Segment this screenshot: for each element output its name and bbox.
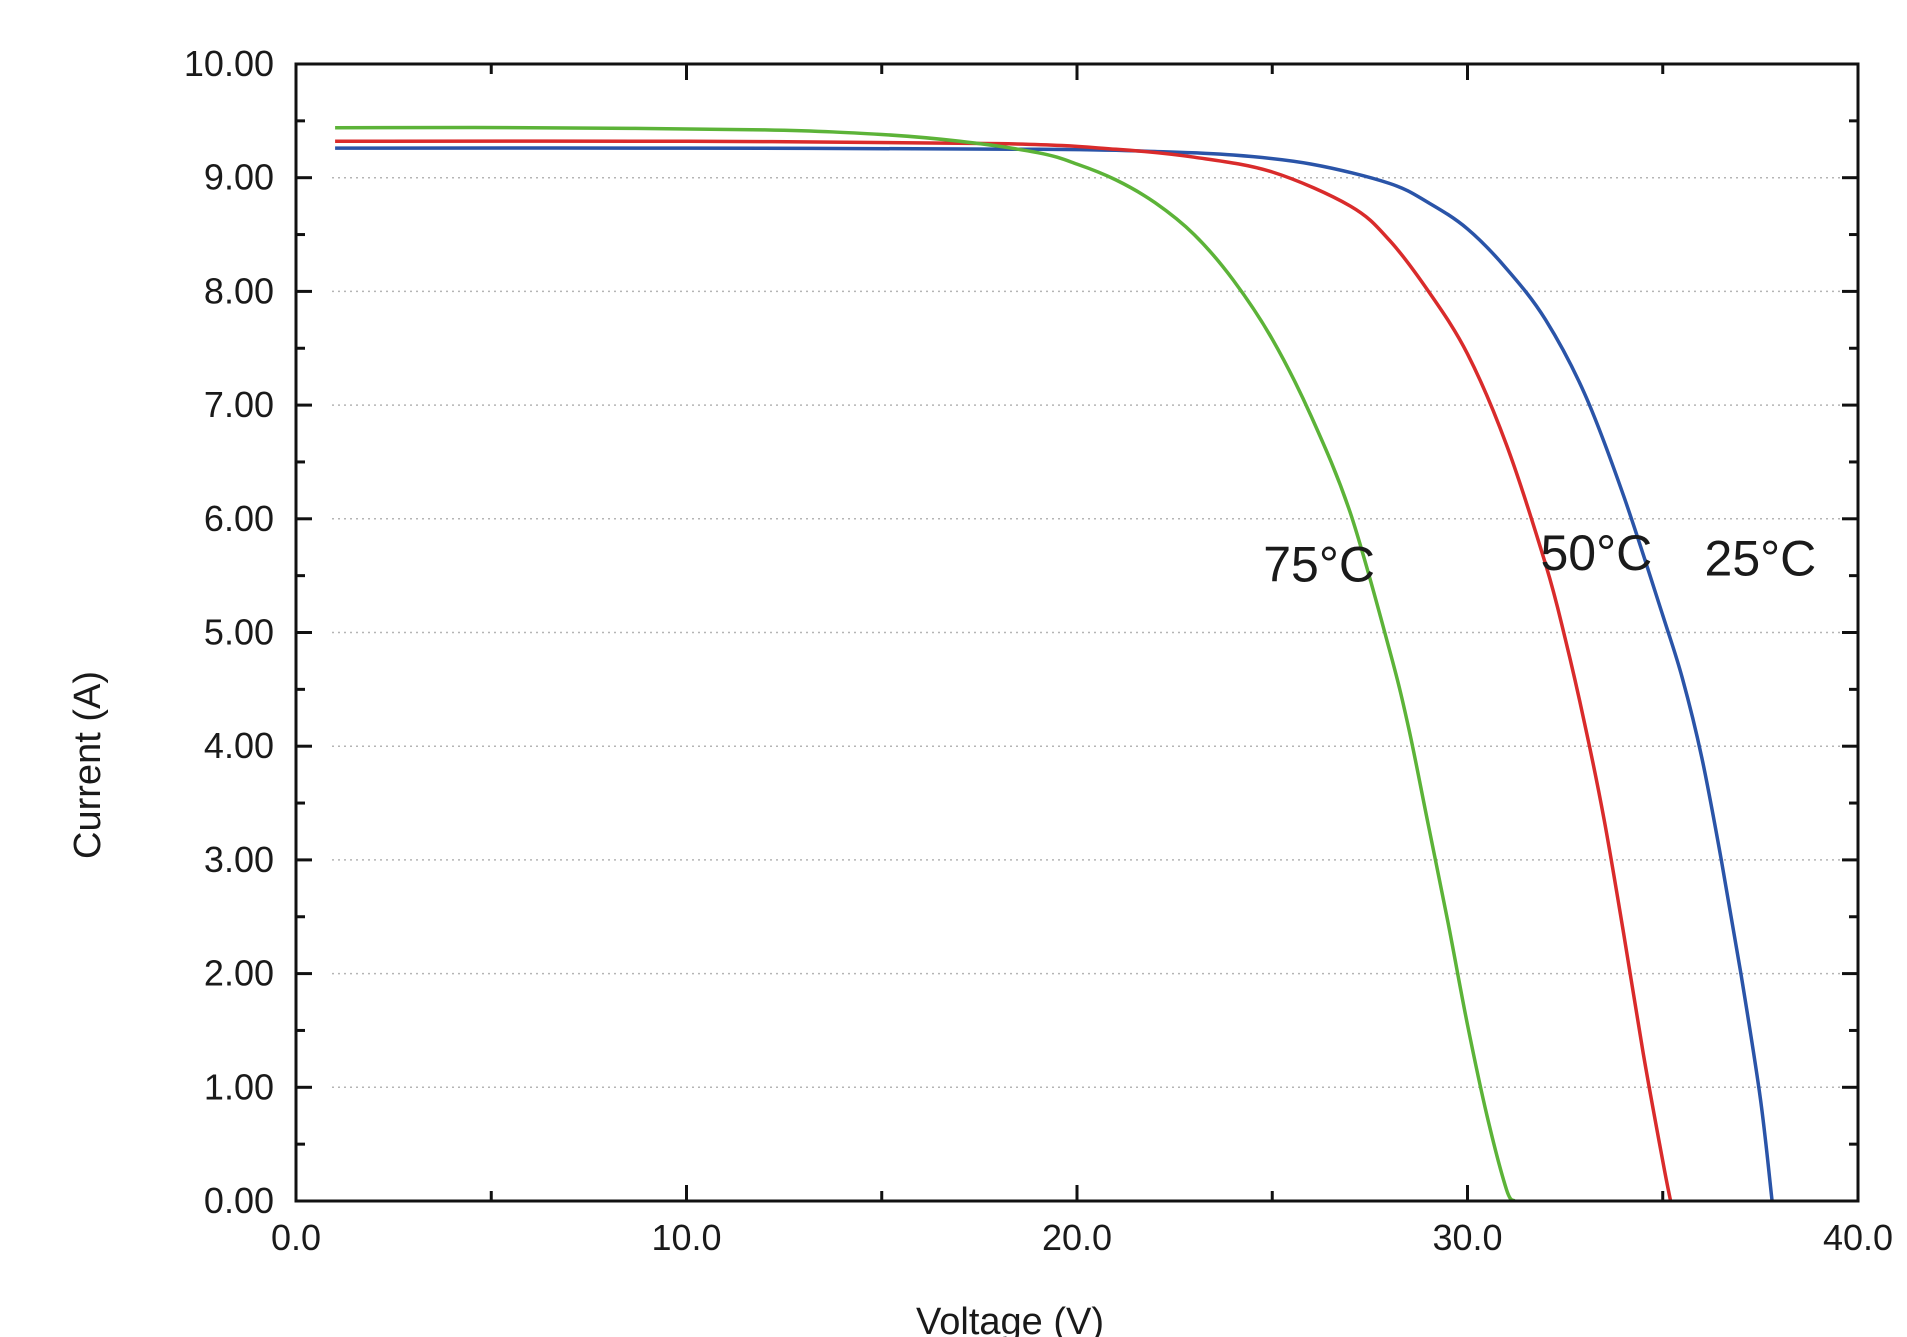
y-tick-label: 8.00 — [204, 270, 274, 311]
curve-label: 50°C — [1541, 525, 1653, 581]
x-tick-label: 20.0 — [1042, 1217, 1112, 1258]
y-tick-label: 9.00 — [204, 157, 274, 198]
y-tick-label: 10.00 — [184, 43, 274, 84]
series-line — [335, 125, 1516, 1203]
y-tick-label: 0.00 — [204, 1180, 274, 1221]
y-tick-label: 5.00 — [204, 612, 274, 653]
curve-label: 75°C — [1263, 536, 1375, 592]
y-tick-label: 3.00 — [204, 839, 274, 880]
y-tick-label: 4.00 — [204, 725, 274, 766]
axis-ticks — [294, 62, 1860, 1203]
grid-lines — [332, 176, 1858, 1089]
x-tick-labels: 0.0 10.0 20.0 30.0 40.0 — [271, 1217, 1893, 1258]
curve-label: 25°C — [1705, 531, 1817, 587]
y-tick-labels: 0.00 1.00 2.00 3.00 4.00 5.00 6.00 7.00 8.00 9.00… — [184, 43, 274, 1221]
curves — [335, 125, 1774, 1203]
x-tick-label: 0.0 — [271, 1217, 321, 1258]
series-line — [335, 146, 1774, 1202]
y-tick-label: 7.00 — [204, 384, 274, 425]
curve-annotations: 75°C 50°C 25°C — [1263, 525, 1816, 592]
y-tick-label: 2.00 — [204, 953, 274, 994]
y-axis-title: Current (A) — [67, 671, 109, 859]
x-tick-label: 40.0 — [1823, 1217, 1893, 1258]
y-tick-label: 6.00 — [204, 498, 274, 539]
x-tick-label: 30.0 — [1432, 1217, 1502, 1258]
x-tick-label: 10.0 — [651, 1217, 721, 1258]
y-tick-label: 1.00 — [204, 1066, 274, 1107]
x-axis-title: Voltage (V) — [916, 1301, 1104, 1337]
